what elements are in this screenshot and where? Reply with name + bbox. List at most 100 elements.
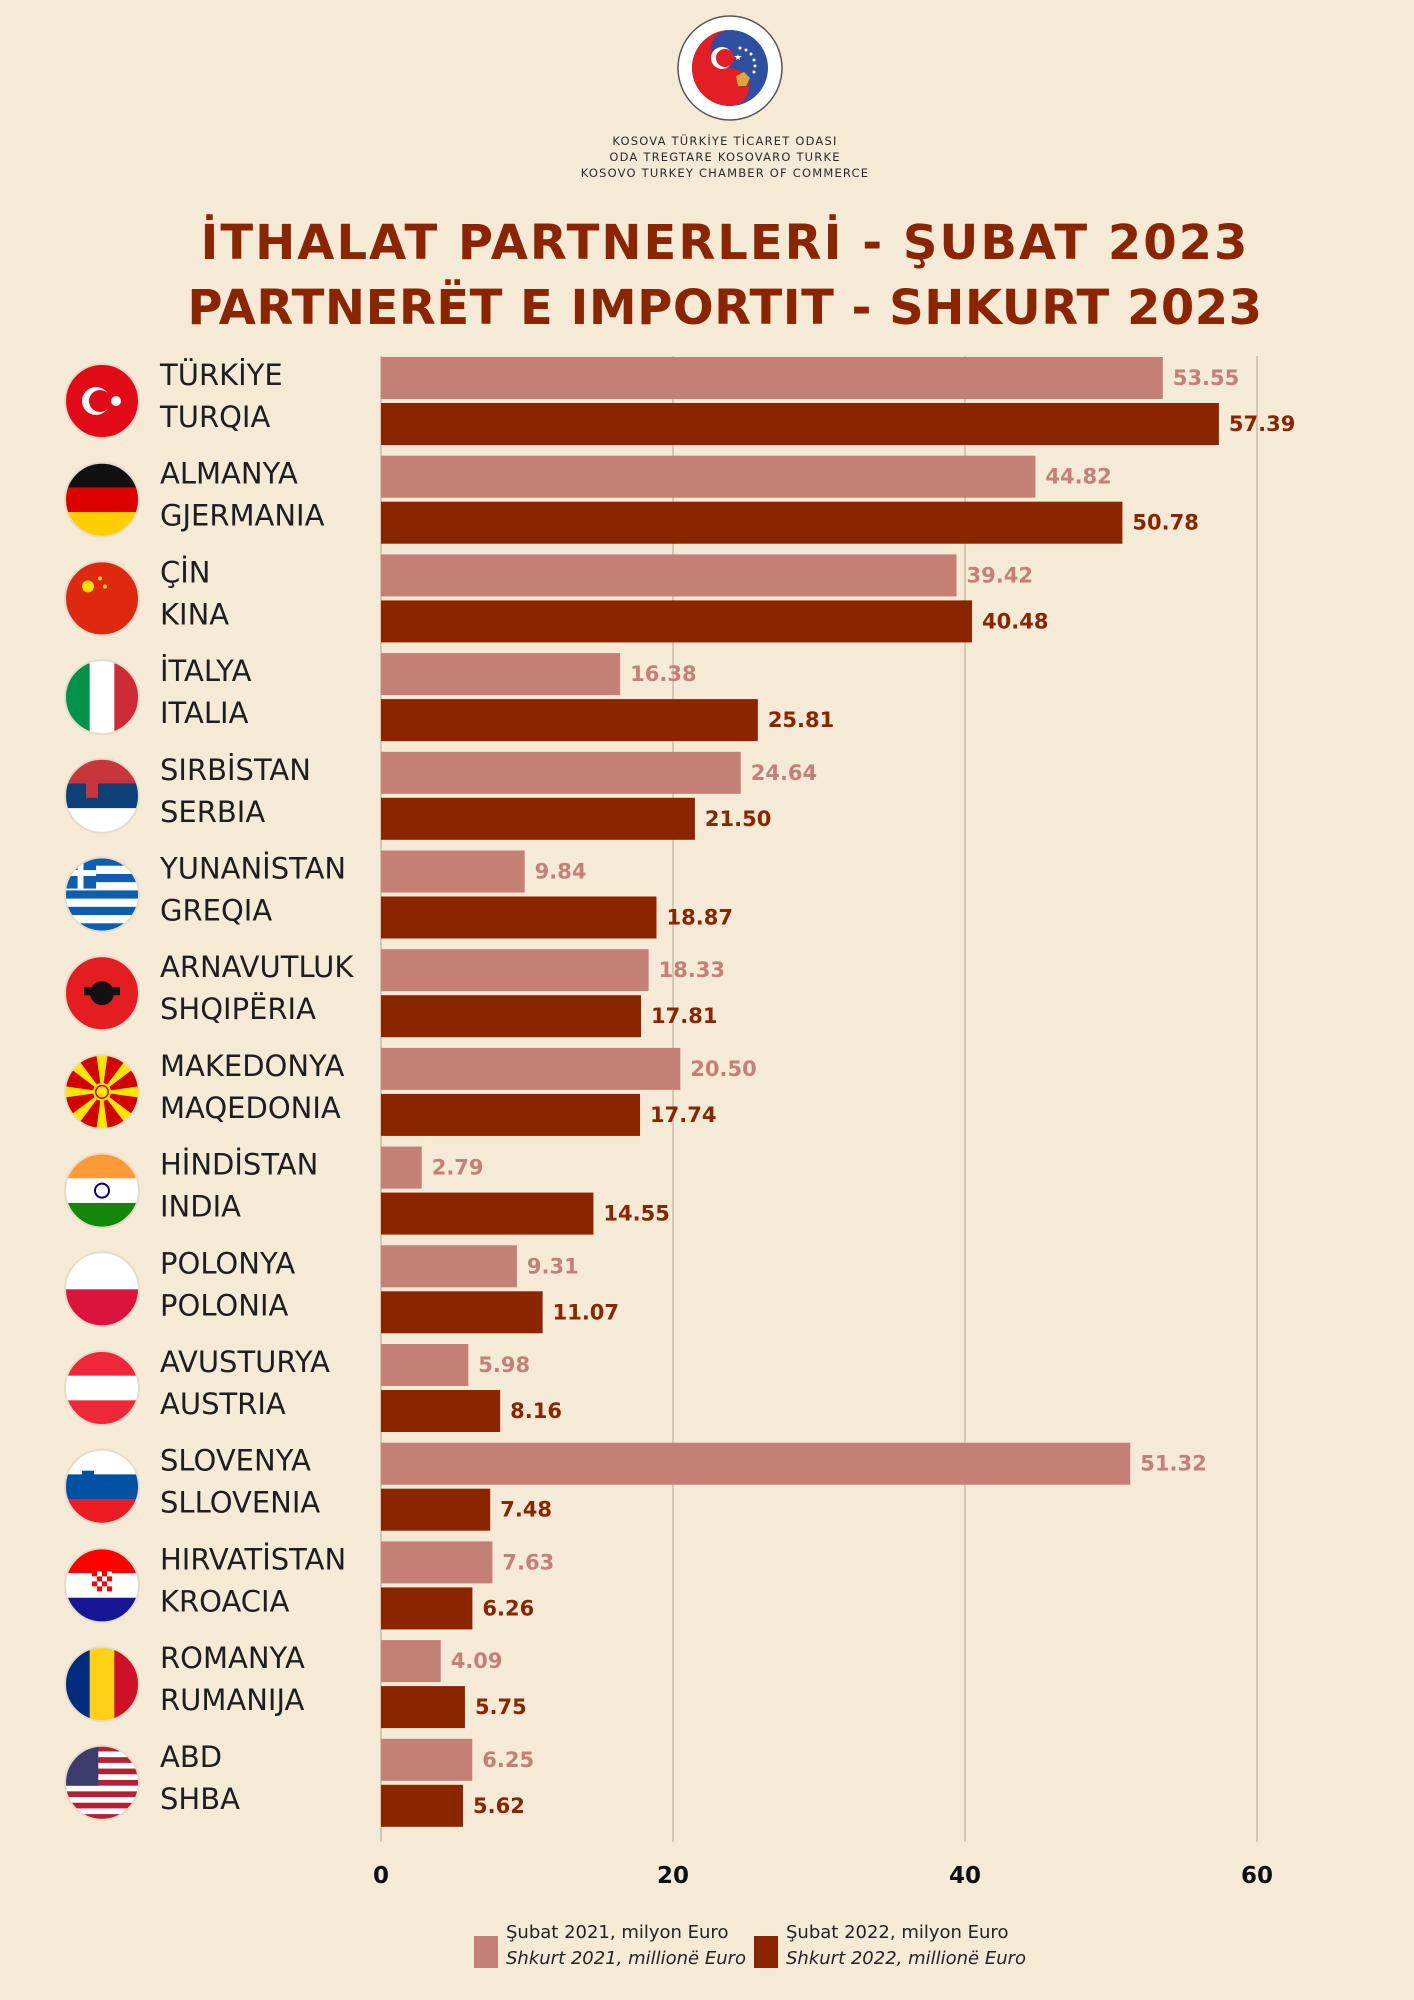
- country-name-tr: İTALYA: [160, 654, 252, 688]
- organization-name: KOSOVA TÜRKİYE TİCARET ODASI ODA TREGTAR…: [0, 133, 1414, 181]
- country-name-tr: HİNDİSTAN: [160, 1148, 318, 1182]
- legend-label-2022-tr: Şubat 2022, milyon Euro: [786, 1922, 1009, 1943]
- country-name-sq: KROACIA: [160, 1584, 290, 1618]
- greece-flag-icon: [64, 856, 140, 933]
- macedonia-flag-icon: [64, 1053, 140, 1130]
- country-name-sq: ITALIA: [160, 696, 249, 730]
- country-name-sq: SERBIA: [160, 795, 265, 829]
- data-label-2021: 18.33: [659, 958, 725, 982]
- data-label-2021: 9.31: [527, 1254, 579, 1278]
- bar-2022: [381, 995, 642, 1038]
- bar-2022: [381, 600, 973, 643]
- data-label-2022: 5.75: [475, 1695, 527, 1719]
- data-label-2022: 50.78: [1132, 511, 1198, 535]
- bar-2022: [381, 1093, 641, 1136]
- x-tick-label: 0: [373, 1863, 389, 1889]
- country-name-tr: ÇİN: [160, 555, 211, 589]
- bar-2021: [381, 1640, 441, 1683]
- bar-2021: [381, 653, 621, 696]
- bar-2022: [381, 1390, 501, 1432]
- data-label-2022: 11.07: [553, 1300, 619, 1324]
- org-line-en: KOSOVO TURKEY CHAMBER OF COMMERCE: [580, 166, 870, 180]
- country-name-sq: AUSTRIA: [160, 1387, 286, 1421]
- legend-label-2022-sq: Shkurt 2022, millionë Euro: [786, 1948, 1027, 1969]
- albania-flag-icon: [64, 955, 140, 1032]
- country-name-tr: SLOVENYA: [160, 1444, 311, 1478]
- bar-2021: [381, 1047, 681, 1090]
- country-name-sq: POLONIA: [160, 1288, 289, 1322]
- austria-flag-icon: [64, 1350, 140, 1426]
- usa-flag-icon: [64, 1744, 140, 1821]
- bar-2022: [381, 699, 758, 742]
- country-name-tr: AVUSTURYA: [160, 1345, 330, 1379]
- bar-2021: [381, 1541, 493, 1584]
- bar-2021: [381, 751, 741, 794]
- croatia-flag-icon: [64, 1547, 140, 1624]
- x-tick-label: 20: [657, 1863, 689, 1889]
- country-name-sq: MAQEDONIA: [160, 1091, 341, 1125]
- legend-label-2021-sq: Shkurt 2021, millionë Euro: [506, 1948, 747, 1969]
- data-label-2021: 2.79: [432, 1156, 484, 1180]
- data-label-2021: 51.32: [1140, 1452, 1206, 1476]
- x-tick-label: 40: [949, 1863, 981, 1889]
- bar-2021: [381, 1442, 1131, 1485]
- data-label-2022: 18.87: [667, 906, 733, 930]
- country-name-tr: HIRVATİSTAN: [160, 1542, 346, 1576]
- country-name-tr: ABD: [160, 1740, 222, 1774]
- bar-2021: [381, 949, 649, 992]
- bar-2021: [381, 1344, 469, 1386]
- serbia-flag-icon: [64, 757, 140, 834]
- country-name-sq: GJERMANIA: [160, 499, 325, 533]
- data-label-2022: 25.81: [768, 708, 834, 732]
- italy-flag-icon: [64, 659, 140, 736]
- bar-2022: [381, 896, 657, 939]
- data-label-2022: 21.50: [705, 807, 771, 831]
- bar-2021: [381, 1245, 517, 1288]
- data-label-2021: 7.63: [502, 1550, 554, 1574]
- country-name-tr: ARNAVUTLUK: [160, 950, 354, 984]
- china-flag-icon: [64, 560, 140, 637]
- data-label-2021: 6.25: [482, 1748, 534, 1772]
- data-label-2021: 24.64: [751, 761, 817, 785]
- data-label-2022: 57.39: [1229, 412, 1295, 436]
- data-label-2022: 8.16: [510, 1399, 562, 1423]
- data-label-2021: 9.84: [535, 860, 587, 884]
- country-name-tr: SIRBİSTAN: [160, 753, 311, 787]
- turkey-flag-icon: [64, 363, 140, 439]
- country-name-tr: POLONYA: [160, 1246, 295, 1280]
- country-name-sq: INDIA: [160, 1190, 241, 1224]
- data-label-2022: 17.81: [651, 1004, 717, 1028]
- bar-2021: [381, 1146, 422, 1189]
- bar-2021: [381, 850, 525, 893]
- country-name-sq: TURQIA: [159, 400, 270, 434]
- slovenia-flag-icon: [64, 1448, 140, 1525]
- bar-2022: [381, 1686, 465, 1729]
- data-label-2021: 5.98: [478, 1353, 530, 1377]
- country-name-sq: RUMANIJA: [160, 1683, 305, 1717]
- org-line-tr: KOSOVA TÜRKİYE TİCARET ODASI: [612, 134, 838, 148]
- bar-2021: [381, 357, 1163, 399]
- germany-flag-icon: [64, 461, 140, 538]
- country-name-tr: ALMANYA: [160, 457, 298, 491]
- legend-swatch-2021: [474, 1936, 498, 1968]
- legend-label-2021-tr: Şubat 2021, milyon Euro: [506, 1922, 729, 1943]
- data-label-2021: 4.09: [451, 1649, 503, 1673]
- bar-2022: [381, 1291, 543, 1334]
- romania-flag-icon: [64, 1646, 140, 1723]
- data-label-2021: 39.42: [967, 563, 1033, 587]
- bar-2022: [381, 1784, 464, 1827]
- data-label-2021: 53.55: [1173, 366, 1239, 390]
- data-label-2021: 16.38: [630, 662, 696, 686]
- bar-2022: [381, 1488, 491, 1531]
- bar-2022: [381, 501, 1123, 544]
- data-label-2022: 5.62: [473, 1794, 525, 1818]
- country-name-sq: KINA: [160, 597, 229, 631]
- legend-swatch-2022: [754, 1936, 778, 1968]
- bar-2022: [381, 403, 1219, 445]
- country-name-tr: ROMANYA: [160, 1641, 305, 1675]
- org-line-sq: ODA TREGTARE KOSOVARO TURKE: [609, 150, 841, 164]
- bar-2021: [381, 554, 957, 597]
- poland-flag-icon: [64, 1251, 140, 1328]
- data-label-2022: 7.48: [500, 1498, 552, 1522]
